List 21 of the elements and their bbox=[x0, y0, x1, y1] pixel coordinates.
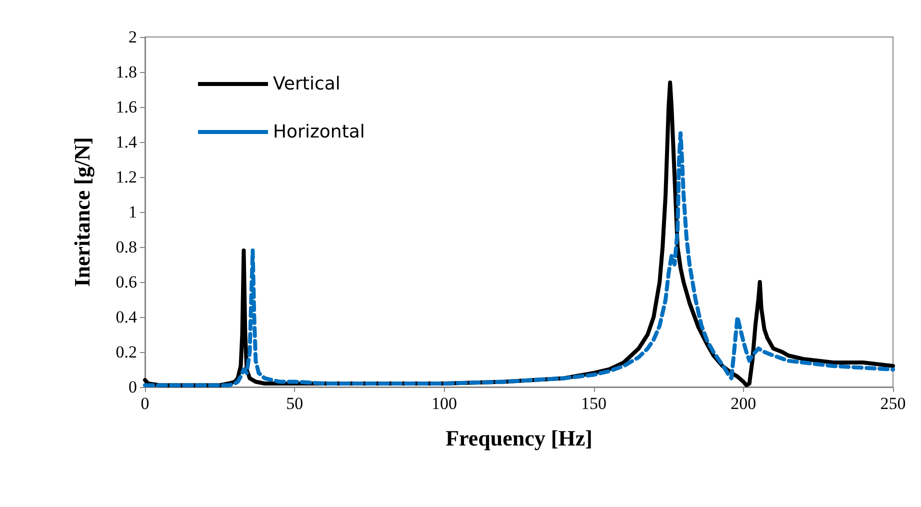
y-tick-label: 1.4 bbox=[116, 132, 138, 152]
x-axis-title: Frequency [Hz] bbox=[446, 426, 592, 450]
legend-label: Horizontal bbox=[273, 122, 365, 142]
x-tick-label: 100 bbox=[431, 394, 457, 413]
y-tick-label: 0.6 bbox=[116, 272, 137, 292]
y-tick-label: 1 bbox=[128, 202, 137, 222]
y-tick-label: 1.2 bbox=[116, 168, 137, 186]
y-tick-label: 1.8 bbox=[116, 62, 137, 82]
y-tick-label: 1.6 bbox=[116, 98, 137, 116]
x-tick-label: 50 bbox=[286, 394, 304, 413]
legend-label: Vertical bbox=[273, 74, 340, 94]
y-axis-title: Ineritance [g/N] bbox=[70, 137, 94, 287]
y-tick-label: 0.4 bbox=[116, 308, 138, 326]
y-tick-label: 2 bbox=[128, 28, 137, 46]
y-tick-label: 0.8 bbox=[116, 238, 137, 256]
x-tick-label: 150 bbox=[581, 394, 607, 413]
y-tick-label: 0 bbox=[128, 378, 137, 396]
y-tick-label: 0.2 bbox=[116, 342, 137, 362]
x-tick-label: 200 bbox=[730, 394, 756, 413]
x-tick-label: 250 bbox=[880, 394, 906, 413]
x-tick-label: 0 bbox=[140, 394, 150, 413]
